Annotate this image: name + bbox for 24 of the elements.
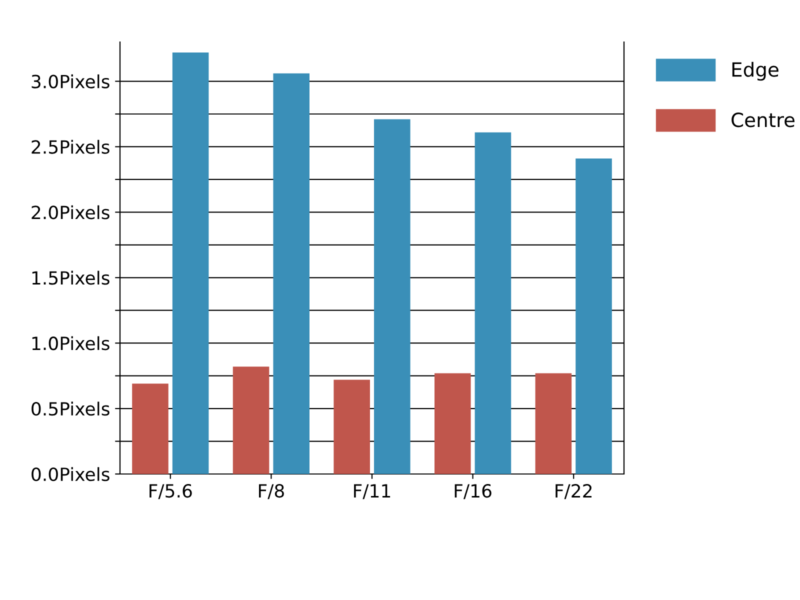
x-tick-label: F/8 <box>258 484 284 500</box>
y-tick-label: 1.0Pixels <box>32 336 110 350</box>
bar <box>172 52 209 474</box>
y-tick-label: 0.5Pixels <box>32 402 110 416</box>
legend-label: Centre <box>732 112 794 128</box>
bar <box>232 366 270 474</box>
y-tick-label: 2.0Pixels <box>32 205 110 220</box>
x-tick-label: F/16 <box>454 484 492 500</box>
y-tick-label: 1.5Pixels <box>32 270 110 285</box>
x-tick-label: F/11 <box>354 484 390 500</box>
x-tick-label: F/22 <box>556 484 592 500</box>
x-tick-label: F/5.6 <box>150 484 192 500</box>
bar <box>474 132 512 474</box>
bar <box>132 384 168 474</box>
y-tick-label: 2.5Pixels <box>32 140 110 154</box>
y-tick-label: 3.0Pixels <box>32 74 110 88</box>
bar <box>334 380 370 474</box>
bar <box>576 158 612 474</box>
legend-label: Edge <box>732 62 778 81</box>
bar <box>374 119 410 474</box>
y-tick-label: 0.0Pixels <box>32 467 110 482</box>
bar <box>273 73 310 474</box>
bar <box>434 373 471 474</box>
bar <box>535 373 572 474</box>
